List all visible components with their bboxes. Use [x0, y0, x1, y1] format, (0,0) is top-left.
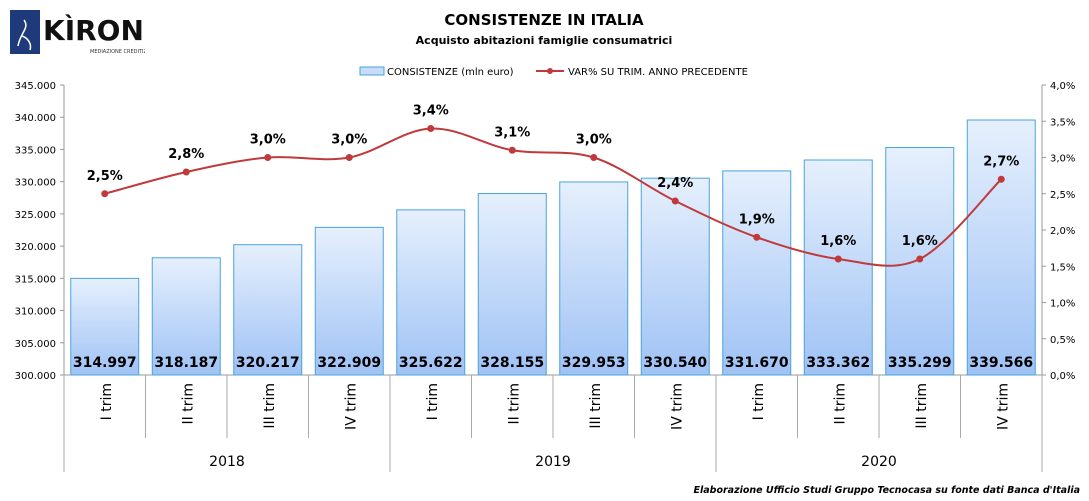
right-tick-label: 4,0%	[1050, 81, 1075, 92]
legend-bar-label: CONSISTENZE (mln euro)	[387, 67, 514, 78]
legend-line-label: VAR% SU TRIM. ANNO PRECEDENTE	[568, 67, 748, 78]
right-tick-label: 0,0%	[1050, 371, 1075, 382]
bar-value-label: 320.217	[236, 355, 300, 371]
svg-text:MEDIAZIONE CREDITIZIA: MEDIAZIONE CREDITIZIA	[90, 49, 145, 55]
var-marker	[997, 175, 1005, 183]
bar	[70, 277, 140, 376]
legend-bar-swatch	[359, 66, 385, 76]
var-value-label: 2,7%	[983, 154, 1019, 169]
svg-text:KÌRON: KÌRON	[43, 13, 144, 47]
chart-title: CONSISTENZE IN ITALIA	[444, 11, 644, 29]
var-marker	[182, 168, 190, 176]
left-tick-label: 300.000	[15, 371, 56, 382]
var-marker	[508, 146, 516, 154]
bar-value-label: 318.187	[154, 355, 218, 371]
var-value-label: 1,6%	[902, 234, 938, 249]
right-tick-label: 2,5%	[1050, 190, 1075, 201]
left-tick-label: 330.000	[15, 178, 56, 189]
var-marker	[590, 154, 598, 161]
var-marker	[671, 197, 679, 205]
bar	[151, 257, 221, 376]
left-tick-label: 345.000	[15, 81, 56, 92]
bar	[314, 226, 384, 376]
bar	[559, 181, 629, 376]
bar	[640, 177, 710, 376]
year-label: 2019	[535, 454, 571, 470]
category-label: I trim	[425, 383, 441, 420]
var-marker	[264, 154, 272, 161]
year-label: 2018	[209, 454, 245, 470]
bar-value-label: 330.540	[643, 355, 707, 371]
var-marker	[834, 255, 842, 263]
legend-line-marker	[547, 68, 553, 74]
bar-value-label: 331.670	[725, 355, 789, 371]
var-marker	[101, 190, 109, 198]
var-value-label: 3,0%	[250, 133, 286, 148]
left-tick-label: 340.000	[15, 113, 56, 124]
bar	[233, 244, 303, 376]
left-tick-label: 310.000	[15, 307, 56, 318]
bar	[477, 193, 547, 376]
category-label: IV trim	[343, 383, 359, 430]
category-label: III trim	[588, 383, 604, 429]
var-marker	[345, 154, 353, 161]
var-marker	[427, 125, 435, 132]
category-label: IV trim	[669, 383, 685, 430]
var-value-label: 1,9%	[739, 212, 775, 227]
category-label: II trim	[832, 383, 848, 424]
var-value-label: 2,8%	[168, 147, 204, 162]
bar	[396, 209, 466, 376]
var-value-label: 3,0%	[576, 133, 612, 148]
bar	[803, 159, 873, 376]
left-tick-label: 335.000	[15, 145, 56, 156]
left-tick-label: 315.000	[15, 274, 56, 285]
var-marker	[753, 233, 761, 241]
year-label: 2020	[861, 454, 897, 470]
chart-subtitle: Acquisto abitazioni famiglie consumatric…	[416, 34, 673, 47]
var-value-label: 2,4%	[657, 176, 693, 191]
legend: CONSISTENZE (mln euro) VAR% SU TRIM. ANN…	[359, 66, 748, 78]
category-label: I trim	[99, 383, 115, 420]
category-label: III trim	[914, 383, 930, 429]
category-label: I trim	[751, 383, 767, 420]
right-tick-label: 3,0%	[1050, 154, 1075, 165]
var-value-label: 3,0%	[331, 133, 367, 148]
right-tick-label: 0,5%	[1050, 335, 1075, 346]
var-value-label: 3,1%	[494, 125, 530, 140]
category-label: II trim	[180, 383, 196, 424]
bar	[722, 170, 792, 376]
left-tick-label: 305.000	[15, 339, 56, 350]
category-label: II trim	[506, 383, 522, 424]
var-line	[104, 127, 1002, 267]
bar-value-label: 339.566	[969, 355, 1033, 371]
left-tick-label: 325.000	[15, 210, 56, 221]
kiron-logo: KÌRON MEDIAZIONE CREDITIZIA	[10, 10, 145, 55]
bar-value-label: 335.299	[888, 355, 952, 371]
bar	[966, 119, 1036, 376]
right-tick-label: 2,0%	[1050, 226, 1075, 237]
bar-value-label: 325.622	[399, 355, 463, 371]
bar-value-label: 329.953	[562, 355, 626, 371]
var-value-label: 1,6%	[820, 234, 856, 249]
var-value-label: 3,4%	[413, 104, 449, 119]
right-tick-label: 1,0%	[1050, 299, 1075, 310]
bar-value-label: 314.997	[73, 355, 137, 371]
bar-value-label: 328.155	[480, 355, 544, 371]
bar-value-label: 322.909	[317, 355, 381, 371]
category-label: IV trim	[995, 383, 1011, 430]
source-note: Elaborazione Ufficio Studi Gruppo Tecnoc…	[693, 485, 1080, 496]
left-tick-label: 320.000	[15, 242, 56, 253]
right-tick-label: 1,5%	[1050, 262, 1075, 273]
var-value-label: 2,5%	[87, 169, 123, 184]
right-tick-label: 3,5%	[1050, 117, 1075, 128]
bar-value-label: 333.362	[806, 355, 870, 371]
var-marker	[916, 255, 924, 263]
category-label: III trim	[262, 383, 278, 429]
